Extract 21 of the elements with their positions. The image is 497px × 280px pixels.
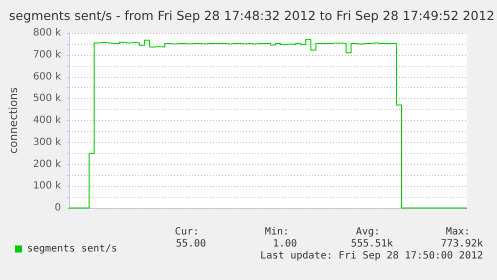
text: Max: [446, 226, 470, 238]
text: Cur: [174, 226, 200, 238]
y-tick-label: 100 k [32, 180, 62, 192]
y-tick-label: 200 k [32, 158, 62, 170]
y-tick-label: 300 k [32, 136, 62, 148]
text: 773.92k [440, 238, 484, 250]
text: Min: [264, 226, 290, 238]
y-tick-label: 0 [54, 202, 61, 214]
text: 1.00 [272, 238, 298, 250]
text: 55.00 [176, 238, 206, 250]
text: 555.51k [350, 238, 394, 250]
y-tick-label: 700 k [32, 49, 62, 60]
chart-title: segments sent/s - from Fri Sep 28 17:48:32 2012 to Fri Sep 28 17:49:52 2012 [9, 8, 494, 23]
text: Last update: Fri Sep 28 17:50:00 2012 [260, 250, 484, 262]
text: Avg: [356, 226, 380, 238]
y-tick-label: 800 k [32, 28, 62, 38]
y-axis-title: connections [7, 87, 20, 154]
y-tick-label: 600 k [32, 71, 62, 82]
legend-label: segments sent/s [27, 244, 118, 254]
y-tick-label: 500 k [32, 93, 62, 104]
y-tick-label: 400 k [32, 115, 62, 126]
